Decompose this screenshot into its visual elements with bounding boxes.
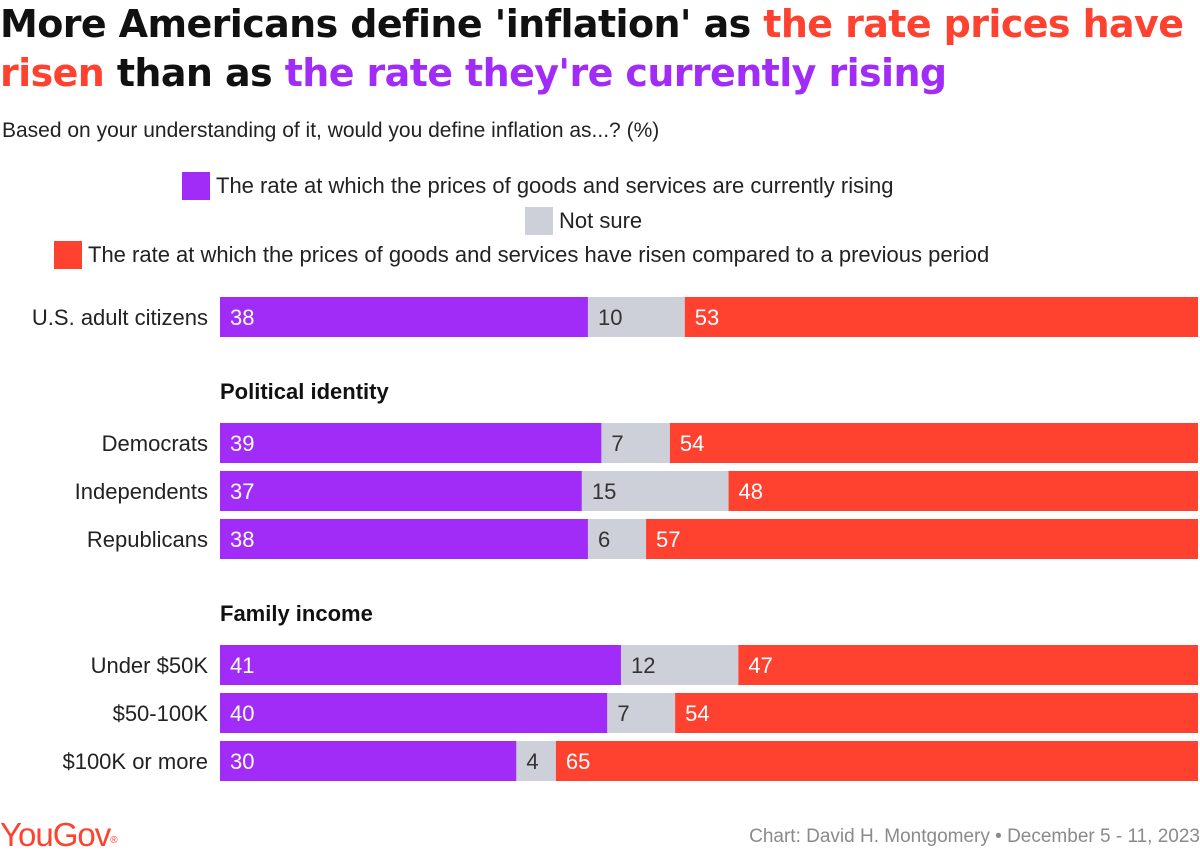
data-label-100k-or-more-2: 65	[566, 749, 590, 774]
bar-segment-u-s-adult-citizens-not-sure	[587, 297, 685, 337]
bar-segment-republicans-currently-rising	[220, 519, 588, 559]
bar-segment-independents-not-sure	[581, 471, 729, 511]
category-label-republicans: Republicans	[87, 527, 208, 552]
data-label-independents-1: 15	[592, 479, 616, 504]
data-label-50-100k-0: 40	[230, 701, 254, 726]
bar-segment-democrats-currently-rising	[220, 423, 602, 463]
yougov-logo-text: YouGov	[0, 816, 111, 853]
group-heading-political-identity: Political identity	[220, 379, 389, 404]
group-heading-family-income: Family income	[220, 601, 373, 626]
bar-segment-u-s-adult-citizens-currently-rising	[220, 297, 588, 337]
chart-title: More Americans define 'inflation' as the…	[0, 0, 1200, 98]
data-label-republicans-1: 6	[598, 527, 610, 552]
data-label-under-50k-2: 47	[748, 653, 772, 678]
legend-swatch-have-risen	[54, 241, 82, 269]
bar-segment-independents-have-risen	[728, 471, 1198, 511]
legend-label-currently-rising: The rate at which the prices of goods an…	[216, 173, 894, 198]
legend-swatch-not-sure	[525, 207, 553, 235]
bar-segment-50-100k-currently-rising	[220, 693, 608, 733]
data-label-u-s-adult-citizens-0: 38	[230, 305, 254, 330]
category-label-independents: Independents	[75, 479, 208, 504]
legend-item-not-sure: Not sure	[525, 207, 642, 235]
bar-segment-under-50k-have-risen	[738, 645, 1198, 685]
bar-segment-republicans-have-risen	[646, 519, 1198, 559]
data-label-100k-or-more-0: 30	[230, 749, 254, 774]
bar-segment-under-50k-currently-rising	[220, 645, 621, 685]
bar-segment-50-100k-not-sure	[607, 693, 676, 733]
bar-segment-100k-or-more-have-risen	[555, 741, 1198, 781]
data-label-republicans-0: 38	[230, 527, 254, 552]
yougov-logo: YouGov®	[0, 815, 118, 855]
legend-item-currently-rising: The rate at which the prices of goods an…	[182, 172, 893, 200]
data-label-100k-or-more-1: 4	[526, 749, 538, 774]
category-label-under-50k: Under $50K	[91, 653, 209, 678]
legend-swatch-currently-rising	[182, 172, 210, 200]
data-label-republicans-2: 57	[656, 527, 680, 552]
data-label-under-50k-1: 12	[631, 653, 655, 678]
data-label-independents-0: 37	[230, 479, 254, 504]
data-label-democrats-2: 54	[680, 431, 704, 456]
data-label-50-100k-2: 54	[685, 701, 709, 726]
bar-segment-100k-or-more-not-sure	[516, 741, 556, 781]
data-label-independents-2: 48	[739, 479, 763, 504]
data-label-50-100k-1: 7	[617, 701, 629, 726]
bar-segment-independents-currently-rising	[220, 471, 582, 511]
chart-subtitle: Based on your understanding of it, would…	[2, 119, 660, 142]
title-part-4: the rate they're currently rising	[284, 51, 947, 95]
data-label-u-s-adult-citizens-2: 53	[695, 305, 719, 330]
chart-credit: Chart: David H. Montgomery • December 5 …	[749, 826, 1200, 847]
registered-mark: ®	[110, 835, 118, 846]
bar-segment-100k-or-more-currently-rising	[220, 741, 517, 781]
legend-label-have-risen: The rate at which the prices of goods an…	[88, 242, 990, 267]
title-part-3: than as	[104, 51, 285, 95]
bar-segment-republicans-not-sure	[587, 519, 647, 559]
bar-segment-u-s-adult-citizens-have-risen	[684, 297, 1198, 337]
category-label-u-s-adult-citizens: U.S. adult citizens	[32, 305, 208, 330]
bar-segment-democrats-not-sure	[601, 423, 670, 463]
data-label-democrats-1: 7	[611, 431, 623, 456]
category-label-50-100k: $50-100K	[113, 701, 209, 726]
data-label-democrats-0: 39	[230, 431, 254, 456]
bar-segment-under-50k-not-sure	[620, 645, 739, 685]
category-label-100k-or-more: $100K or more	[62, 749, 208, 774]
title-part-2: the rate prices have risen	[0, 2, 1184, 95]
data-label-under-50k-0: 41	[230, 653, 254, 678]
data-label-u-s-adult-citizens-1: 10	[598, 305, 622, 330]
bar-segment-democrats-have-risen	[669, 423, 1198, 463]
legend-label-not-sure: Not sure	[559, 208, 643, 233]
title-part-1: More Americans define 'inflation' as	[0, 2, 764, 46]
bar-segment-50-100k-have-risen	[675, 693, 1198, 733]
legend-item-have-risen: The rate at which the prices of goods an…	[54, 241, 989, 269]
category-label-democrats: Democrats	[102, 431, 208, 456]
